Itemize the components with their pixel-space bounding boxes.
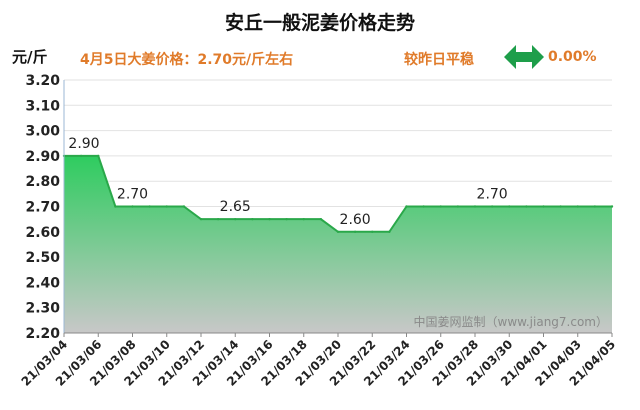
- data-point: [610, 205, 614, 208]
- data-point: [148, 205, 151, 208]
- data-label: 2.60: [340, 212, 371, 228]
- data-point: [576, 205, 579, 208]
- y-tick-label: 3.10: [25, 98, 60, 114]
- data-label: 2.90: [68, 136, 99, 152]
- data-point: [593, 205, 597, 208]
- left-right-arrow-icon: [504, 44, 544, 74]
- data-point: [542, 205, 545, 208]
- data-point: [508, 205, 511, 208]
- data-point: [216, 217, 220, 221]
- trend-summary: 较昨日平稳: [404, 52, 474, 68]
- data-label: 2.70: [477, 187, 508, 203]
- y-tick-label: 3.20: [25, 73, 60, 89]
- data-point: [285, 217, 288, 221]
- data-point: [114, 205, 117, 208]
- y-tick-label: 2.70: [25, 200, 60, 216]
- data-point: [97, 154, 100, 158]
- y-tick-label: 2.40: [25, 275, 60, 291]
- data-point: [336, 230, 340, 233]
- y-tick-label: 2.60: [25, 225, 60, 241]
- data-point: [302, 217, 305, 221]
- data-point: [251, 217, 254, 221]
- y-axis-unit: 元/斤: [12, 48, 48, 66]
- data-point: [422, 205, 425, 208]
- data-point: [234, 217, 237, 221]
- data-point: [199, 217, 203, 221]
- data-point: [268, 217, 271, 221]
- data-point: [319, 217, 323, 221]
- data-point: [131, 205, 134, 208]
- data-point: [388, 230, 391, 233]
- y-tick-label: 2.80: [25, 174, 60, 190]
- data-label: 2.70: [117, 187, 148, 203]
- y-tick-label: 3.00: [25, 124, 60, 140]
- data-point: [439, 205, 442, 208]
- data-point: [405, 205, 408, 208]
- data-point: [473, 205, 477, 208]
- data-point: [559, 205, 562, 208]
- price-summary: 4月5日大姜价格：2.70元/斤左右: [80, 52, 294, 68]
- data-point: [182, 205, 186, 208]
- y-tick-label: 2.30: [25, 301, 60, 317]
- y-tick-label: 2.20: [25, 326, 60, 342]
- y-tick-label: 2.90: [25, 149, 60, 165]
- price-area-fill: [64, 155, 612, 333]
- data-point: [371, 230, 374, 233]
- watermark-text: 中国姜网监制（www.jiang7.com）: [414, 314, 608, 329]
- data-point: [353, 230, 357, 233]
- change-percent: 0.00%: [548, 49, 597, 65]
- y-tick-label: 2.50: [25, 250, 60, 266]
- data-label: 2.65: [220, 199, 251, 215]
- data-point: [456, 205, 460, 208]
- data-point: [525, 205, 528, 208]
- data-point: [165, 205, 168, 208]
- data-point: [490, 205, 494, 208]
- data-point: [79, 154, 83, 158]
- chart-title: 安丘一般泥姜价格走势: [224, 12, 415, 34]
